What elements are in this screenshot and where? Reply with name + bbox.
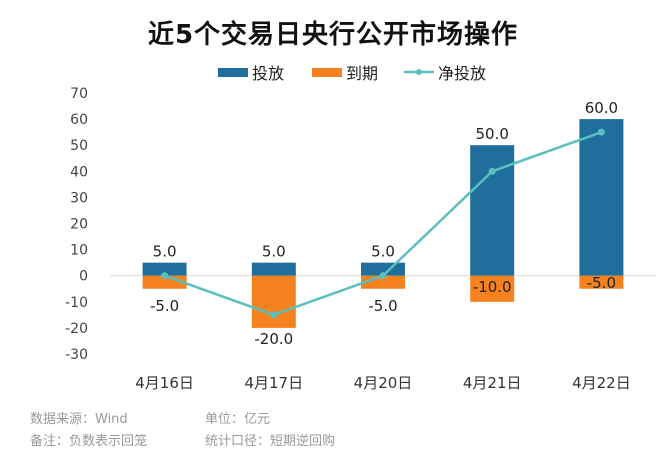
data-label-maturity: -5.0 xyxy=(368,297,397,315)
bar-investment xyxy=(251,262,296,276)
legend-item-investment: 投放 xyxy=(218,60,284,84)
y-tick-label: 20 xyxy=(70,217,88,233)
bar-maturity xyxy=(470,275,515,302)
footer-source: 数据来源：Wind xyxy=(30,412,128,427)
data-label-investment: 50.0 xyxy=(475,125,508,143)
point-net xyxy=(161,272,169,280)
y-tick-label: 60 xyxy=(70,112,88,128)
legend-label: 投放 xyxy=(252,64,285,83)
x-tick-label: 4月17日 xyxy=(244,374,303,392)
chart-title: 近5个交易日央行公开市场操作 xyxy=(147,20,519,50)
y-tick-label: -30 xyxy=(65,347,88,363)
data-label-maturity: -10.0 xyxy=(473,278,512,296)
y-tick-label: 40 xyxy=(70,164,88,180)
y-tick-label: 30 xyxy=(70,190,88,206)
data-label-maturity: -5.0 xyxy=(150,297,179,315)
legend-swatch-maturity xyxy=(312,67,342,77)
legend-swatch-net xyxy=(404,69,434,75)
y-tick-label: 70 xyxy=(70,86,88,102)
data-label-maturity: -5.0 xyxy=(587,274,616,292)
legend-label: 到期 xyxy=(346,64,379,83)
data-label-maturity: -20.0 xyxy=(254,330,293,348)
bar-investment xyxy=(142,262,187,276)
point-net xyxy=(270,311,278,319)
footer-scope: 统计口径：短期逆回购 xyxy=(205,434,336,449)
x-tick-label: 4月16日 xyxy=(135,374,194,392)
x-tick-label: 4月21日 xyxy=(463,374,522,392)
point-net xyxy=(379,272,387,280)
y-tick-label: 50 xyxy=(70,138,88,154)
point-net xyxy=(488,167,496,175)
footer-note: 备注：负数表示回笼 xyxy=(30,434,148,449)
bar-maturity xyxy=(579,275,624,289)
data-label-investment: 5.0 xyxy=(153,243,177,261)
plot-area: 70 60 50 40 30 20 10 0 -10 -20 -30 4月16日 4月17日 4月20日 4… xyxy=(65,86,656,392)
data-label-investment: 5.0 xyxy=(371,243,395,261)
legend-label: 净投放 xyxy=(438,64,487,83)
x-tick-label: 4月22日 xyxy=(572,374,631,392)
y-tick-label: -10 xyxy=(65,295,88,311)
y-tick-label: 10 xyxy=(70,243,88,259)
legend-item-net: 净投放 xyxy=(404,60,486,84)
legend-item-maturity: 到期 xyxy=(312,60,378,84)
data-label-investment: 5.0 xyxy=(262,243,286,261)
data-label-investment: 60.0 xyxy=(585,99,618,117)
footer-unit: 单位：亿元 xyxy=(205,412,271,427)
bar-maturity xyxy=(251,275,296,328)
y-tick-label: -20 xyxy=(65,321,88,337)
x-tick-label: 4月20日 xyxy=(354,374,413,392)
legend-swatch-investment xyxy=(218,67,248,77)
y-tick-label: 0 xyxy=(79,269,88,285)
bar-investment xyxy=(579,119,624,276)
point-net xyxy=(597,128,605,136)
